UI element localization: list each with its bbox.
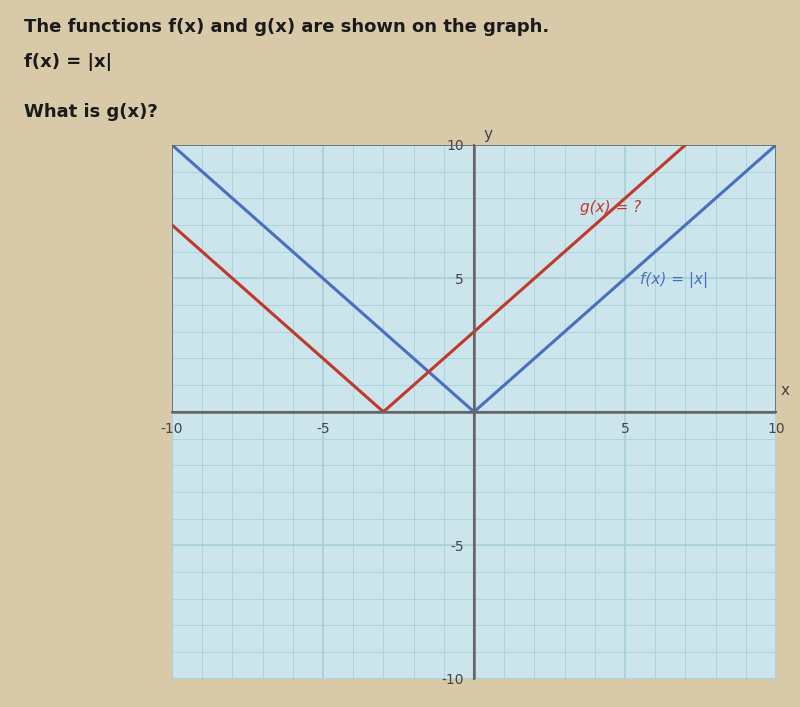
Text: The functions f(x) and g(x) are shown on the graph.: The functions f(x) and g(x) are shown on…	[24, 18, 550, 35]
Text: y: y	[483, 127, 492, 142]
Text: g(x) = ?: g(x) = ?	[580, 199, 641, 215]
Text: f(x) = |x|: f(x) = |x|	[24, 53, 112, 71]
Text: f(x) = |x|: f(x) = |x|	[640, 271, 708, 288]
Text: x: x	[781, 383, 790, 399]
Text: What is g(x)?: What is g(x)?	[24, 103, 158, 120]
Bar	[172, 145, 776, 411]
